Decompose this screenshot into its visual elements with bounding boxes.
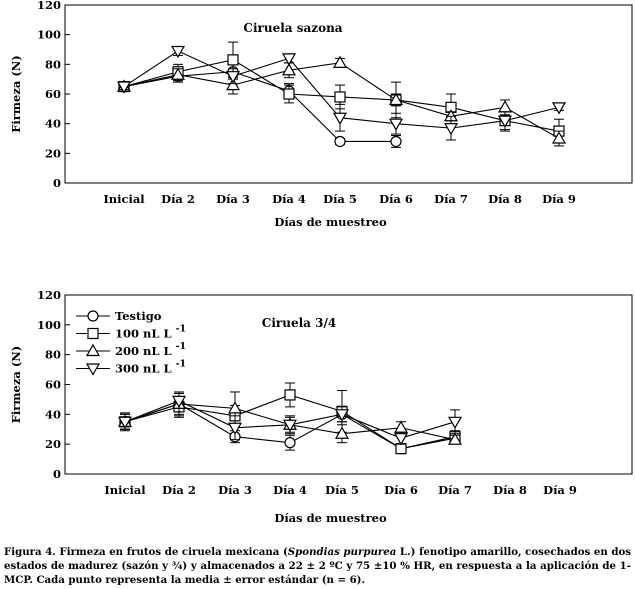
figure-caption: Figura 4. Firmeza en frutos de ciruela m… xyxy=(4,545,631,587)
y-tick-label: 60 xyxy=(45,87,61,101)
y-tick-label: 20 xyxy=(45,146,61,160)
caption-text-end: L.) fenotipo amarillo, cosechados en dos… xyxy=(4,546,632,586)
data-point xyxy=(227,54,239,66)
legend-superscript: -1 xyxy=(176,324,187,335)
chart-title: Ciruela sazona xyxy=(243,21,342,35)
data-point xyxy=(497,115,513,128)
data-point xyxy=(227,422,243,435)
y-tick-label: 40 xyxy=(45,117,61,131)
legend-marker xyxy=(87,327,99,340)
legend-label: 200 nL L -1 xyxy=(115,341,186,358)
data-point xyxy=(332,112,348,125)
x-tick-label: Día 7 xyxy=(434,192,468,206)
x-tick-label: Día 5 xyxy=(325,483,359,497)
data-point xyxy=(332,55,348,68)
y-axis-label: Firmeza (N) xyxy=(9,346,23,423)
data-point xyxy=(225,77,241,91)
data-point xyxy=(551,131,567,144)
data-point xyxy=(447,416,463,430)
series-line xyxy=(123,71,396,143)
legend-label: 100 nL L -1 xyxy=(115,324,186,341)
y-axis-label: Firmeza (N) xyxy=(9,55,23,132)
legend-superscript: -1 xyxy=(176,359,187,370)
x-axis-label: Días de muestreo xyxy=(274,511,387,525)
x-tick-label: Inicial xyxy=(104,483,146,497)
data-point xyxy=(443,123,459,136)
data-point xyxy=(284,389,296,401)
x-tick-label: Día 3 xyxy=(218,483,252,497)
data-point xyxy=(227,401,243,414)
data-point xyxy=(334,91,346,103)
series-100-nl-l-1 xyxy=(118,41,565,144)
y-tick-label: 0 xyxy=(53,176,61,190)
data-point xyxy=(447,432,463,445)
y-tick-label: 0 xyxy=(53,467,61,481)
series-300-nl-l-1 xyxy=(116,45,567,141)
legend-label: Testigo xyxy=(115,309,162,323)
data-point xyxy=(171,395,187,409)
data-point xyxy=(282,419,298,432)
caption-text-start: Figura 4. Firmeza en frutos de ciruela m… xyxy=(4,546,288,558)
x-tick-label: Día 2 xyxy=(161,192,195,206)
x-tick-label: Día 4 xyxy=(273,483,307,497)
legend-superscript: -1 xyxy=(176,341,187,352)
data-point xyxy=(393,433,409,446)
data-point xyxy=(388,118,404,131)
x-tick-label: Día 6 xyxy=(379,192,413,206)
data-point xyxy=(388,92,404,106)
data-point xyxy=(334,409,350,422)
legend-marker xyxy=(85,343,101,357)
plot-frame xyxy=(64,4,633,184)
y-tick-label: 120 xyxy=(37,0,61,12)
y-tick-label: 40 xyxy=(45,407,61,421)
chart-ciruela-sazona: 0 20 40 60 80 100 120 Inicial Día 2 Día 3 Día 4 Día… xyxy=(9,0,633,229)
chart-title: Ciruela 3/4 xyxy=(262,316,336,330)
x-tick-label: Día 8 xyxy=(488,192,522,206)
data-point xyxy=(551,102,567,115)
data-point xyxy=(281,63,297,76)
data-point xyxy=(170,67,186,80)
data-point xyxy=(283,88,295,100)
data-point xyxy=(334,135,346,148)
data-point xyxy=(334,426,350,439)
x-tick-label: Día 3 xyxy=(216,192,250,206)
x-tick-label: Día 4 xyxy=(272,192,306,206)
x-tick-label: Día 8 xyxy=(493,483,527,497)
y-tick-label: 100 xyxy=(37,28,61,42)
caption-species: Spondias purpurea xyxy=(287,546,397,558)
x-axis-label: Días de muestreo xyxy=(274,215,387,229)
x-tick-label: Inicial xyxy=(103,192,145,206)
data-point xyxy=(281,53,297,66)
x-tick-label: Día 9 xyxy=(543,483,577,497)
x-tick-label: Día 6 xyxy=(384,483,418,497)
y-tick-label: 100 xyxy=(37,318,61,332)
y-tick-label: 80 xyxy=(45,57,61,71)
data-point xyxy=(117,416,133,430)
x-tick-label: Día 7 xyxy=(438,483,472,497)
y-tick-label: 80 xyxy=(45,348,61,362)
data-point xyxy=(497,100,513,113)
data-point xyxy=(116,81,132,94)
legend-marker xyxy=(85,363,101,376)
data-point xyxy=(225,71,241,84)
data-point xyxy=(393,420,409,433)
series-300-nl-l-1 xyxy=(117,392,463,446)
y-tick-label: 20 xyxy=(45,437,61,451)
figure-4: 0 20 40 60 80 100 120 Inicial Día 2 Día 3 Día 4 Día… xyxy=(9,0,633,525)
data-point xyxy=(170,45,186,59)
x-tick-label: Día 9 xyxy=(542,192,576,206)
y-tick-label: 60 xyxy=(45,378,61,392)
x-tick-label: Día 2 xyxy=(162,483,196,497)
x-tick-label: Día 5 xyxy=(323,192,357,206)
data-point xyxy=(284,437,296,449)
legend-marker xyxy=(87,310,99,322)
data-point xyxy=(390,135,402,148)
y-tick-label: 120 xyxy=(37,288,61,302)
chart-ciruela-3-4: 0 20 40 60 80 100 120 Inicial Día 2 Día 3 Día 4 Día… xyxy=(9,288,633,525)
legend-label: 300 nL L -1 xyxy=(115,359,186,376)
